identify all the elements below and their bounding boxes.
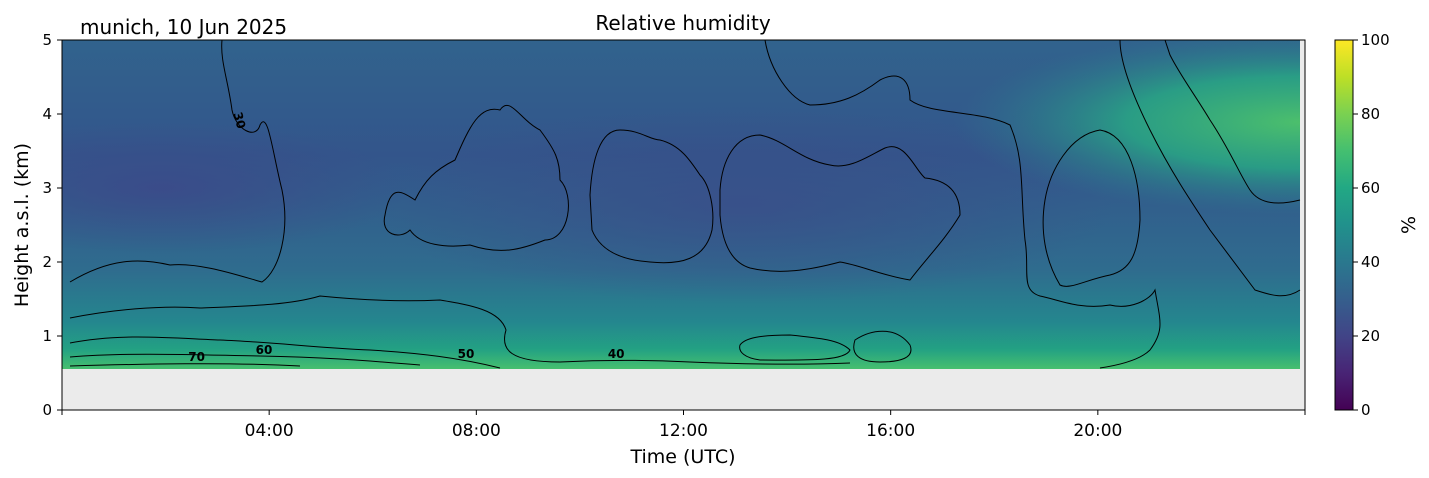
contour-line-40-lowerleft <box>69 295 851 365</box>
colorbar <box>1334 39 1354 411</box>
contour-line-50 <box>69 336 501 369</box>
colorbar-tick-label: 80 <box>1361 105 1380 123</box>
contour-line-30-cloud-a <box>383 104 569 251</box>
y-tick-label: 2 <box>42 253 52 271</box>
contour-label-50: 50 <box>458 347 475 361</box>
colorbar-ticks: 0 20 40 60 80 100 <box>1353 31 1390 419</box>
contour-line-40-upper <box>764 40 1161 369</box>
contour-line-60 <box>69 353 421 366</box>
colorbar-tick-label: 40 <box>1361 253 1380 271</box>
contour-line-30-right <box>1042 129 1141 287</box>
chart-title: Relative humidity <box>595 11 770 35</box>
contour-label-30: 30 <box>230 110 248 130</box>
contour-line-30-cloud-b <box>589 129 714 264</box>
y-axis: 0 1 2 3 4 5 <box>42 31 62 419</box>
colorbar-tick-label: 0 <box>1361 401 1371 419</box>
colorbar-tick-label: 100 <box>1361 31 1390 49</box>
contour-line-40-pocket <box>739 334 851 361</box>
y-tick-label: 0 <box>42 401 52 419</box>
y-axis-label: Height a.s.l. (km) <box>11 143 33 307</box>
x-tick-label: 20:00 <box>1073 421 1122 441</box>
x-tick-label: 12:00 <box>659 421 708 441</box>
contour-label-40: 40 <box>608 347 625 361</box>
contour-line-40-pocket2 <box>853 330 912 363</box>
x-axis: 04:00 08:00 12:00 16:00 20:00 <box>61 410 1306 441</box>
y-tick-label: 1 <box>42 327 52 345</box>
colorbar-label: % <box>1398 216 1420 234</box>
plot-area <box>62 40 1305 410</box>
y-tick-label: 5 <box>42 31 52 49</box>
contour-line-50-right <box>1164 40 1301 204</box>
contour-line-70 <box>69 363 301 367</box>
rh-moist-corner <box>62 40 1300 369</box>
chart-subtitle: munich, 10 Jun 2025 <box>80 15 287 39</box>
y-tick-label: 3 <box>42 179 52 197</box>
contour-label-70: 70 <box>188 350 205 364</box>
contour-label-60: 60 <box>256 343 273 357</box>
x-axis-label: Time (UTC) <box>629 446 735 468</box>
x-tick-label: 16:00 <box>866 421 915 441</box>
contour-lines <box>69 40 1301 369</box>
contour-line-30-left <box>69 40 286 283</box>
x-tick-label: 08:00 <box>452 421 501 441</box>
x-tick-label: 04:00 <box>245 421 294 441</box>
contour-line-40-right2 <box>1119 40 1301 297</box>
colorbar-tick-label: 20 <box>1361 327 1380 345</box>
contour-line-30-cloud-c <box>719 134 961 281</box>
colorbar-tick-label: 60 <box>1361 179 1380 197</box>
contour-labels: 70 60 50 40 30 <box>188 110 624 364</box>
below-data-mask <box>62 369 1305 410</box>
y-tick-label: 4 <box>42 105 52 123</box>
